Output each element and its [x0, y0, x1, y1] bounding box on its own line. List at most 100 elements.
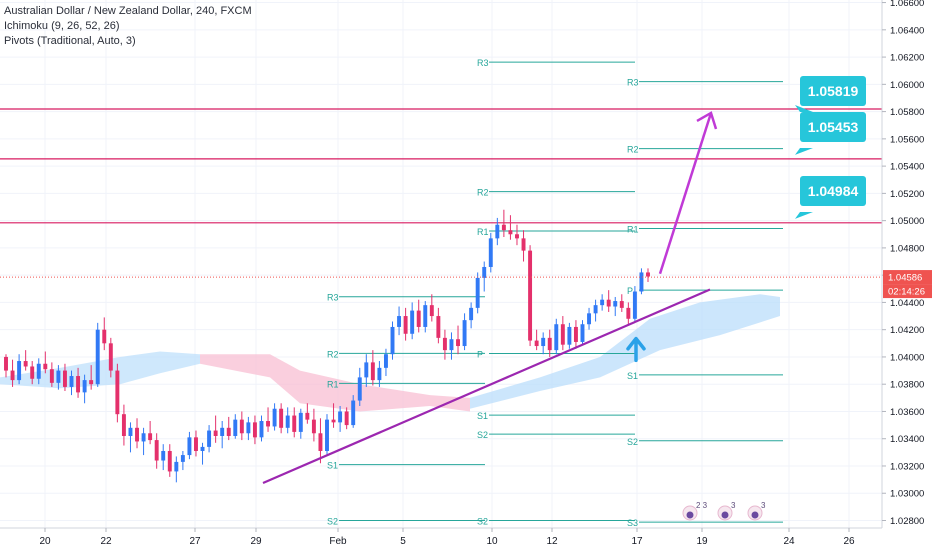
- x-tick-label: 10: [486, 536, 498, 547]
- candle-body: [220, 427, 225, 436]
- candle-body: [36, 363, 41, 379]
- pivot-label: R3: [477, 58, 489, 68]
- x-tick-label: 26: [843, 536, 855, 547]
- candle-body: [62, 370, 67, 387]
- callout-box: [800, 112, 866, 142]
- candle-body: [194, 437, 198, 451]
- countdown-box: [883, 284, 932, 299]
- candle-body: [56, 370, 61, 383]
- y-tick-label: 1.06200: [890, 53, 924, 64]
- event-icon-dot: [686, 511, 694, 519]
- y-tick-label: 1.05200: [890, 189, 924, 200]
- callout-box: [800, 176, 866, 206]
- x-tick-label: 12: [546, 536, 558, 547]
- candle-body: [488, 238, 493, 267]
- candle-body: [128, 427, 133, 436]
- candle-body: [357, 377, 362, 401]
- candle-body: [639, 272, 644, 292]
- candle-body: [541, 337, 546, 347]
- symbol-title[interactable]: Australian Dollar / New Zealand Dollar, …: [4, 5, 252, 17]
- candles: [4, 209, 650, 483]
- candle-body: [108, 343, 113, 371]
- candle-body: [390, 326, 395, 355]
- candle-body: [482, 266, 487, 278]
- cloud-bear: [200, 354, 470, 412]
- pivot-label: P: [627, 286, 633, 296]
- candle-body: [338, 411, 343, 423]
- candle-body: [285, 415, 290, 428]
- candle-body: [436, 316, 441, 338]
- candle-body: [370, 362, 375, 381]
- pivot-label: S1: [627, 371, 638, 381]
- pivot-label: S1: [477, 411, 488, 421]
- y-tick-label: 1.06600: [890, 0, 924, 9]
- candle-body: [508, 230, 513, 235]
- candle-body: [82, 380, 87, 393]
- candle-body: [495, 224, 500, 239]
- candle-body: [632, 291, 637, 319]
- candle-body: [351, 400, 356, 426]
- countdown-value: 02:14:26: [888, 287, 925, 298]
- chart-legend: Australian Dollar / New Zealand Dollar, …: [4, 4, 252, 49]
- y-tick-label: 1.03800: [890, 380, 924, 391]
- candle-body: [154, 440, 159, 461]
- y-tick-label: 1.03400: [890, 434, 924, 445]
- pivot-label: R1: [627, 225, 639, 235]
- candle-body: [547, 337, 552, 351]
- candle-body: [560, 324, 565, 345]
- candle-body: [259, 421, 264, 438]
- y-tick-label: 1.04400: [890, 298, 924, 309]
- x-tick-label: Feb: [329, 536, 347, 547]
- candle-body: [449, 339, 454, 351]
- x-tick-label: 5: [400, 536, 406, 547]
- candle-body: [17, 361, 22, 381]
- candle-body: [43, 363, 48, 370]
- y-tick-label: 1.04200: [890, 325, 924, 336]
- candle-body: [180, 455, 185, 462]
- candle-body: [344, 411, 349, 426]
- pivot-label: R2: [477, 188, 489, 198]
- candle-body: [161, 450, 166, 461]
- candle-body: [10, 370, 15, 381]
- candle-body: [646, 272, 650, 277]
- pivot-label: R2: [627, 145, 639, 155]
- event-icon-dot: [751, 511, 759, 519]
- candle-body: [305, 412, 310, 420]
- y-tick-label: 1.05800: [890, 107, 924, 118]
- candle-body: [587, 313, 592, 325]
- grid: [0, 0, 882, 528]
- y-tick-label: 1.06400: [890, 25, 924, 36]
- candle-body: [246, 422, 251, 434]
- pivot-label: S2: [477, 517, 488, 527]
- candle-body: [469, 307, 474, 321]
- candle-body: [89, 380, 94, 385]
- candle-body: [167, 450, 172, 472]
- candle-body: [567, 326, 572, 345]
- pivot-label: R3: [627, 78, 639, 88]
- candle-body: [226, 427, 231, 436]
- up-arrow-icon: [626, 336, 646, 363]
- candle-body: [174, 461, 179, 472]
- event-count: 2 3: [696, 501, 708, 510]
- candle-body: [528, 250, 533, 341]
- x-tick-label: 24: [783, 536, 795, 547]
- candle-body: [213, 430, 218, 436]
- candle-body: [141, 433, 146, 442]
- candle-body: [521, 238, 526, 251]
- candle-body: [30, 366, 35, 379]
- candle-body: [298, 412, 303, 432]
- price-tag-value: 1.04586: [888, 273, 922, 284]
- callout-label: 1.05453: [808, 119, 859, 135]
- event-icon-dot: [721, 511, 729, 519]
- price-tag-box: [883, 270, 932, 285]
- candle-body: [613, 301, 618, 307]
- pivot-label: R2: [327, 349, 339, 359]
- callout-pointer: [795, 212, 813, 219]
- pivot-label: S1: [327, 461, 338, 471]
- pivots-label[interactable]: Pivots (Traditional, Auto, 3): [4, 35, 136, 47]
- y-tick-label: 1.03600: [890, 407, 924, 418]
- ichimoku-label[interactable]: Ichimoku (9, 26, 52, 26): [4, 20, 120, 32]
- candle-body: [115, 370, 120, 415]
- candle-body: [187, 437, 192, 456]
